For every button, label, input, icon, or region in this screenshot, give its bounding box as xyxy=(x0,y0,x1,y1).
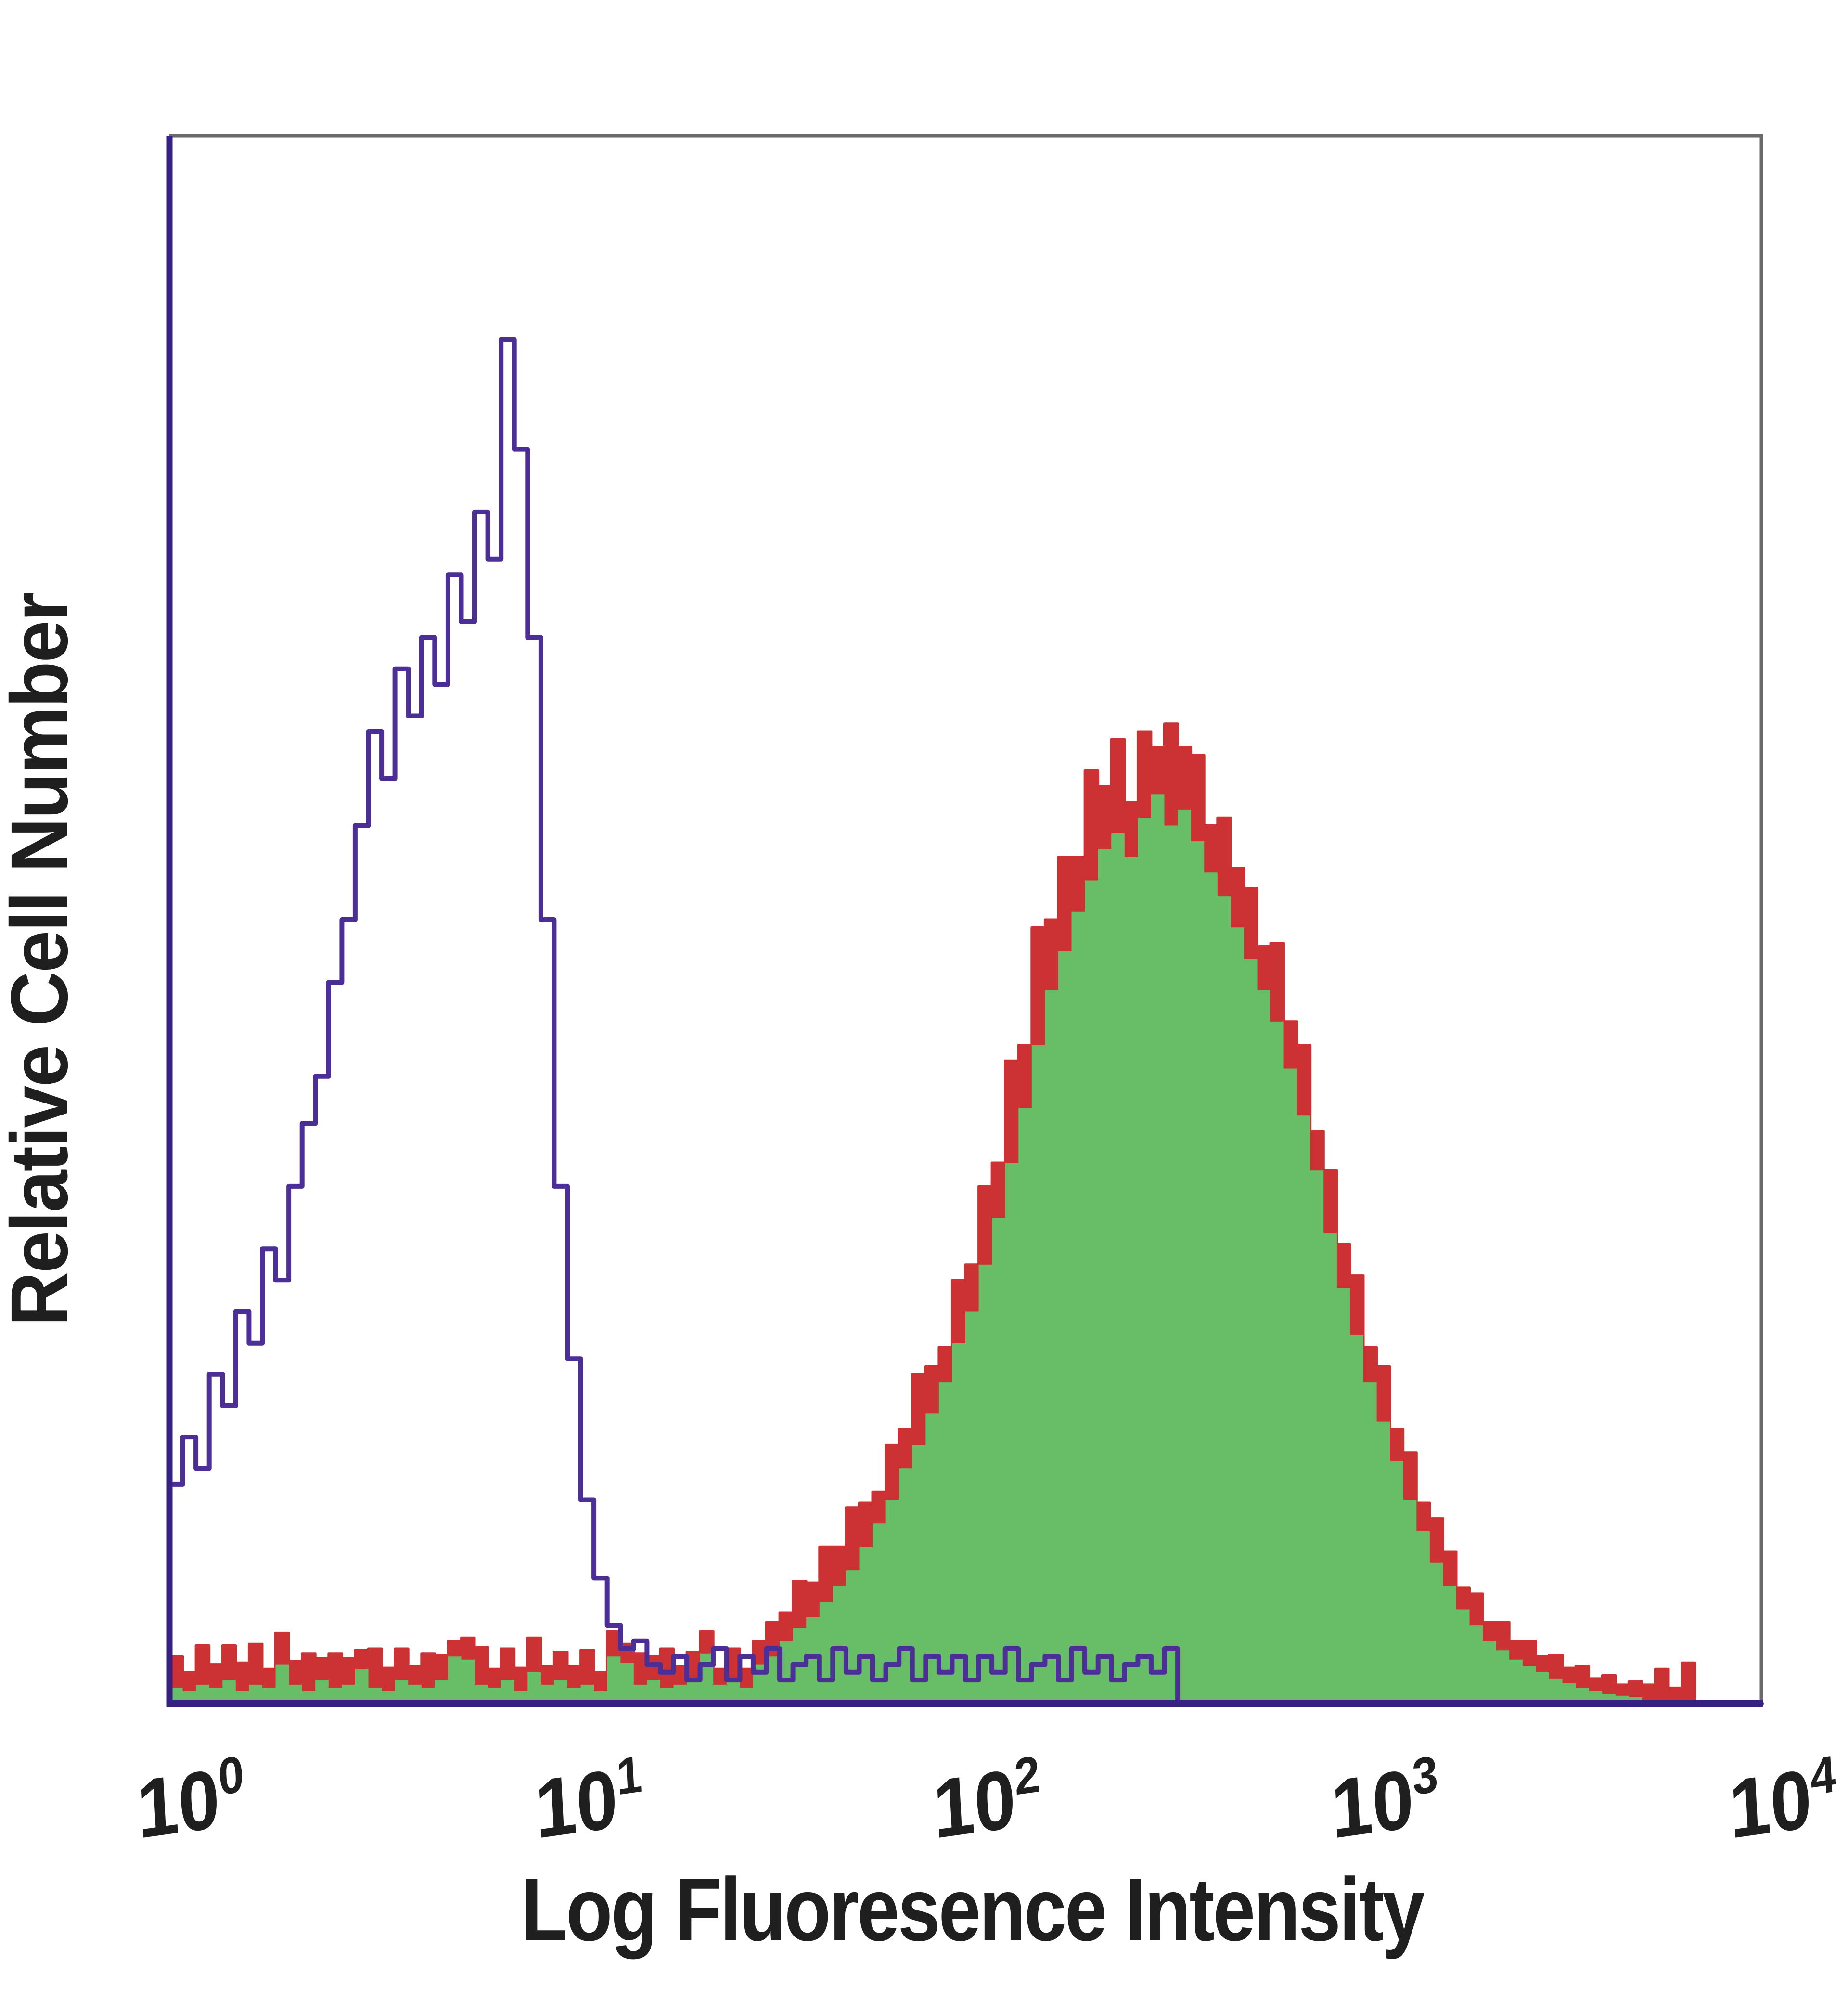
y-axis-label: Relative Cell Number xyxy=(0,593,85,1327)
x-axis-label: Log Fluoresence Intensity xyxy=(521,1860,1424,1960)
